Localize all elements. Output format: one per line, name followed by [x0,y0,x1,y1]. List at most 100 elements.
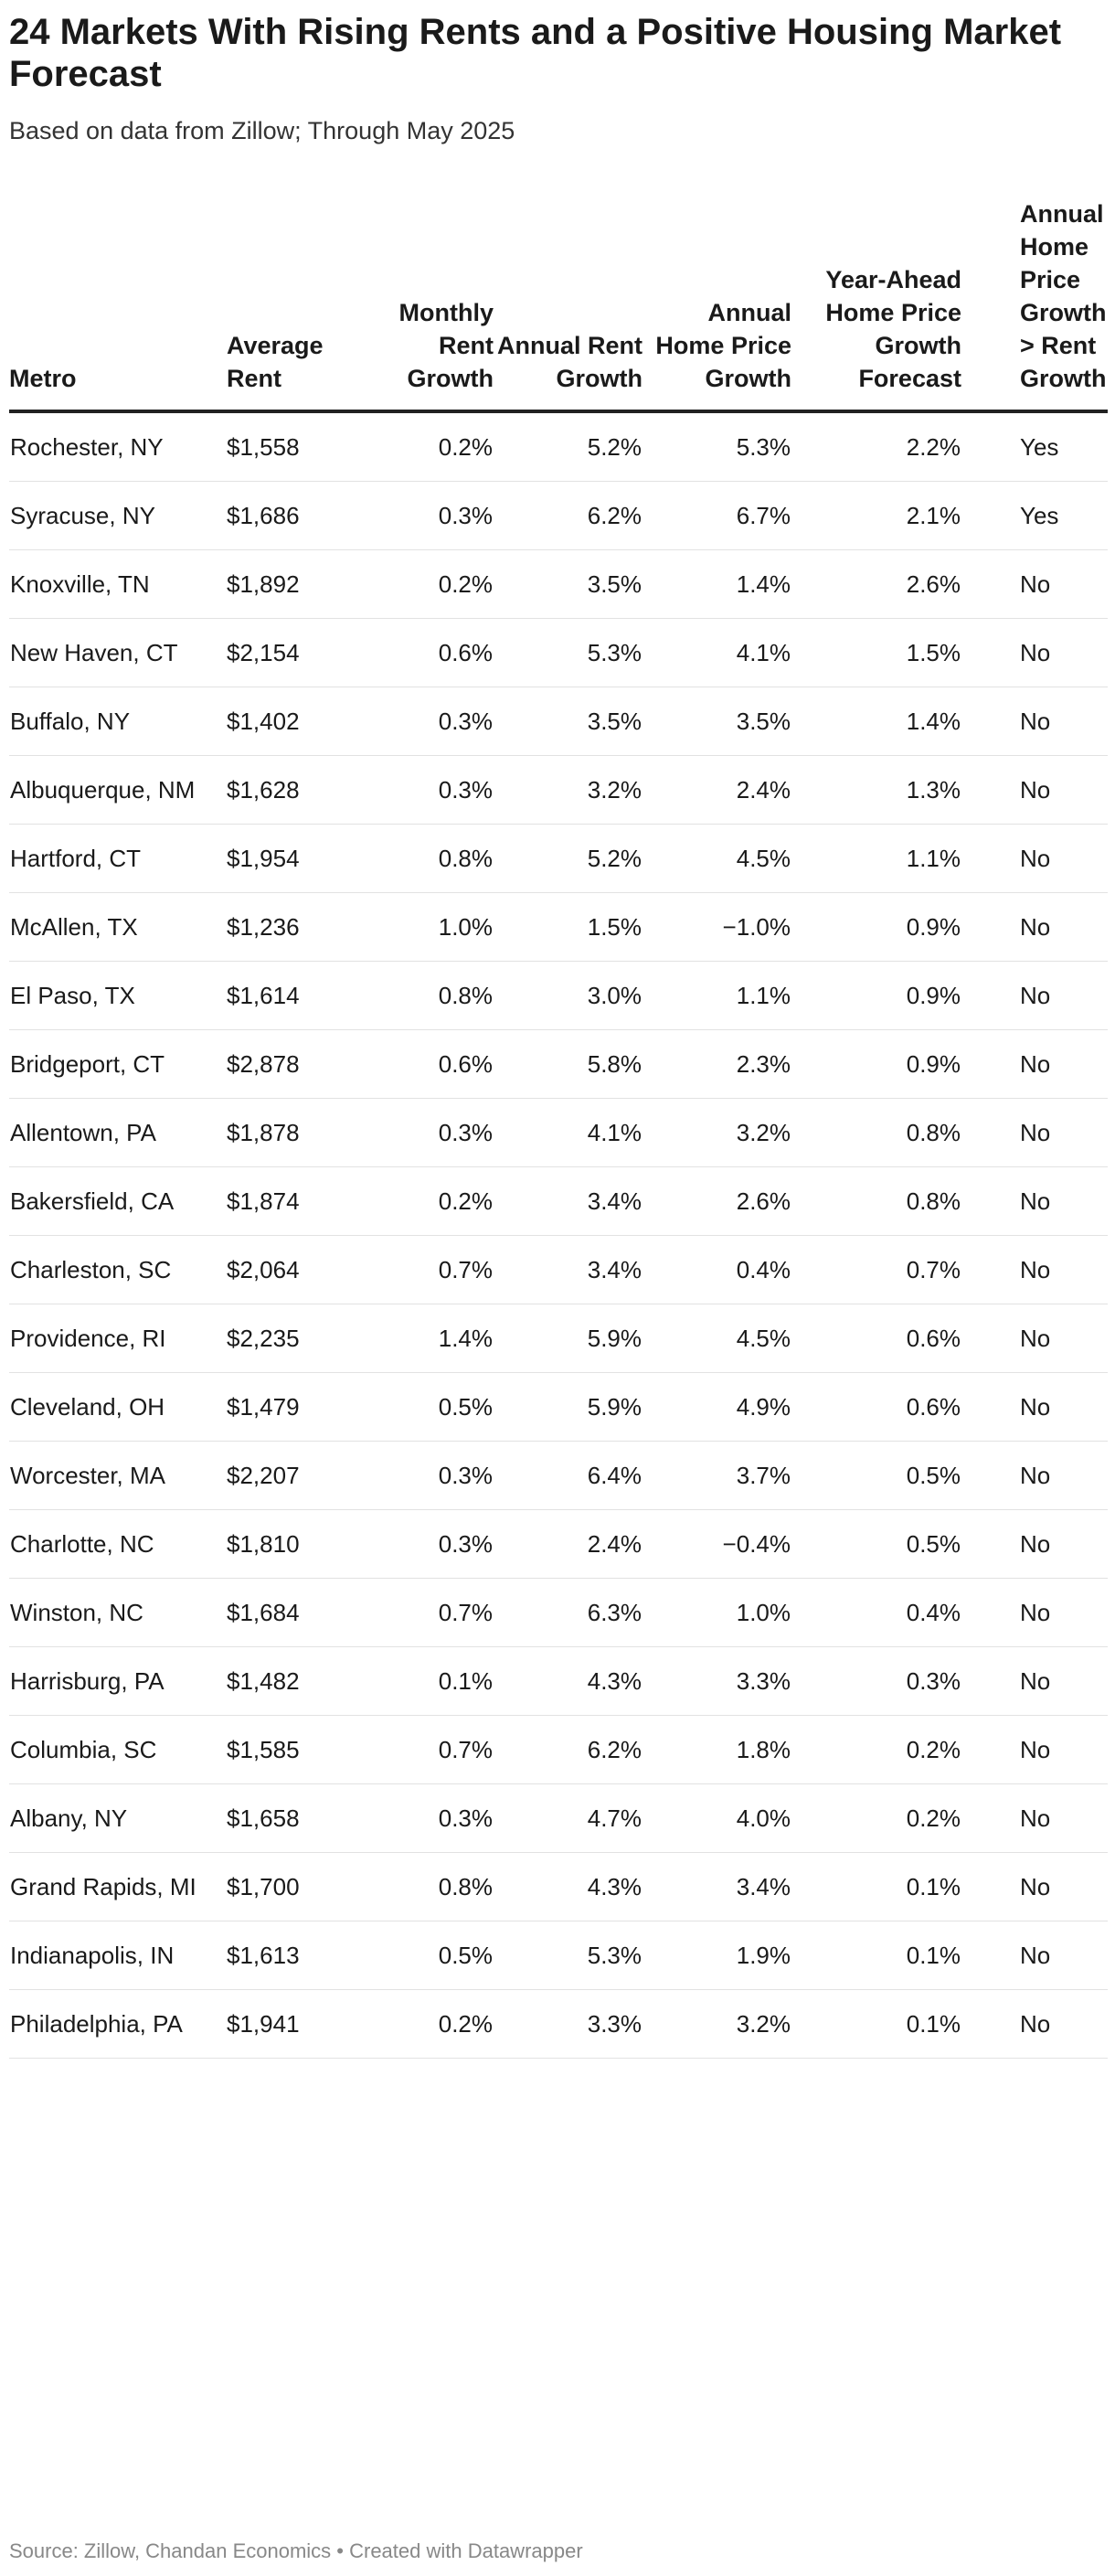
forecast-cell: 0.1% [791,1921,961,1990]
average-rent-cell: $2,064 [218,1235,359,1304]
annual-home-price-growth-cell: 3.3% [642,1646,791,1716]
price-vs-rent-cell: No [961,1166,1108,1236]
metro-cell: Bakersfield, CA [9,1166,218,1236]
annual-rent-growth-cell: 5.9% [494,1372,642,1442]
metro-cell: Worcester, MA [9,1441,218,1510]
monthly-rent-growth-cell: 0.2% [359,411,494,482]
average-rent-cell: $1,585 [218,1715,359,1784]
column-header-metro[interactable]: Metro [9,188,218,413]
average-rent-cell: $2,878 [218,1029,359,1099]
forecast-cell: 0.2% [791,1715,961,1784]
table-row: Worcester, MA $2,207 0.3% 6.4% 3.7% 0.5% No [9,1441,1108,1510]
table-row: Winston, NC $1,684 0.7% 6.3% 1.0% 0.4% No [9,1578,1108,1647]
metro-cell: Allentown, PA [9,1098,218,1167]
table-row: Allentown, PA $1,878 0.3% 4.1% 3.2% 0.8% No [9,1098,1108,1167]
price-vs-rent-cell: No [961,1441,1108,1510]
annual-home-price-growth-cell: 1.8% [642,1715,791,1784]
table-row: Buffalo, NY $1,402 0.3% 3.5% 3.5% 1.4% No [9,687,1108,756]
table-row: Bridgeport, CT $2,878 0.6% 5.8% 2.3% 0.9% No [9,1029,1108,1099]
annual-rent-growth-cell: 3.2% [494,755,642,825]
metro-cell: Bridgeport, CT [9,1029,218,1099]
monthly-rent-growth-cell: 0.6% [359,1029,494,1099]
annual-home-price-growth-cell: 4.1% [642,618,791,687]
metro-cell: Indianapolis, IN [9,1921,218,1990]
metro-cell: Albuquerque, NM [9,755,218,825]
monthly-rent-growth-cell: 1.4% [359,1304,494,1373]
column-header-price-vs-rent[interactable]: Annual Home Price Growth > Rent Growth [961,188,1108,413]
metro-cell: Harrisburg, PA [9,1646,218,1716]
price-vs-rent-cell: No [961,1715,1108,1784]
annual-rent-growth-cell: 4.7% [494,1783,642,1853]
average-rent-cell: $1,686 [218,481,359,550]
average-rent-cell: $2,207 [218,1441,359,1510]
column-header-forecast[interactable]: Year-Ahead Home Price Growth Forecast [791,188,961,413]
annual-rent-growth-cell: 6.2% [494,1715,642,1784]
table-row: Cleveland, OH $1,479 0.5% 5.9% 4.9% 0.6% No [9,1372,1108,1442]
price-vs-rent-cell: No [961,549,1108,619]
table-row: Albuquerque, NM $1,628 0.3% 3.2% 2.4% 1.3% No [9,755,1108,825]
table-row: Albany, NY $1,658 0.3% 4.7% 4.0% 0.2% No [9,1783,1108,1853]
average-rent-cell: $2,154 [218,618,359,687]
average-rent-cell: $1,628 [218,755,359,825]
column-header-annual-rent-growth[interactable]: Annual Rent Growth [494,188,642,413]
price-vs-rent-cell: No [961,1921,1108,1990]
table-row: Indianapolis, IN $1,613 0.5% 5.3% 1.9% 0.1% No [9,1921,1108,1990]
annual-rent-growth-cell: 3.4% [494,1166,642,1236]
average-rent-cell: $1,614 [218,961,359,1030]
price-vs-rent-cell: No [961,1783,1108,1853]
annual-home-price-growth-cell: 4.0% [642,1783,791,1853]
annual-rent-growth-cell: 5.3% [494,1921,642,1990]
table-row: El Paso, TX $1,614 0.8% 3.0% 1.1% 0.9% No [9,961,1108,1030]
column-header-average-rent[interactable]: Average Rent [218,188,359,413]
annual-home-price-growth-cell: 4.5% [642,1304,791,1373]
annual-rent-growth-cell: 6.2% [494,481,642,550]
column-header-annual-home-price-growth[interactable]: Annual Home Price Growth [642,188,791,413]
forecast-cell: 1.5% [791,618,961,687]
annual-rent-growth-cell: 3.5% [494,687,642,756]
metro-cell: Winston, NC [9,1578,218,1647]
data-table: Metro Average Rent Monthly Rent Growth A… [9,188,1108,2059]
price-vs-rent-cell: No [961,824,1108,893]
monthly-rent-growth-cell: 0.8% [359,1852,494,1921]
average-rent-cell: $1,558 [218,411,359,482]
forecast-cell: 1.1% [791,824,961,893]
price-vs-rent-cell: No [961,1304,1108,1373]
metro-cell: Knoxville, TN [9,549,218,619]
monthly-rent-growth-cell: 0.3% [359,1509,494,1579]
metro-cell: Philadelphia, PA [9,1989,218,2059]
price-vs-rent-cell: Yes [961,411,1108,482]
chart-title: 24 Markets With Rising Rents and a Posit… [9,12,1062,94]
forecast-cell: 0.3% [791,1646,961,1716]
metro-cell: Hartford, CT [9,824,218,893]
annual-rent-growth-cell: 1.5% [494,892,642,962]
annual-home-price-growth-cell: 3.2% [642,1098,791,1167]
annual-home-price-growth-cell: 1.0% [642,1578,791,1647]
annual-rent-growth-cell: 4.1% [494,1098,642,1167]
annual-rent-growth-cell: 4.3% [494,1852,642,1921]
monthly-rent-growth-cell: 0.5% [359,1372,494,1442]
average-rent-cell: $1,658 [218,1783,359,1853]
column-header-monthly-rent-growth[interactable]: Monthly Rent Growth [359,188,494,413]
annual-rent-growth-cell: 2.4% [494,1509,642,1579]
forecast-cell: 0.9% [791,961,961,1030]
annual-rent-growth-cell: 5.9% [494,1304,642,1373]
average-rent-cell: $1,878 [218,1098,359,1167]
monthly-rent-growth-cell: 0.3% [359,1783,494,1853]
table-header: Metro Average Rent Monthly Rent Growth A… [9,188,1108,413]
metro-cell: Albany, NY [9,1783,218,1853]
annual-home-price-growth-cell: 2.6% [642,1166,791,1236]
metro-cell: Charlotte, NC [9,1509,218,1579]
source-note: Source: Zillow, Chandan Economics • Crea… [9,2539,583,2562]
monthly-rent-growth-cell: 0.3% [359,755,494,825]
forecast-cell: 0.8% [791,1166,961,1236]
price-vs-rent-cell: No [961,1509,1108,1579]
price-vs-rent-cell: No [961,1029,1108,1099]
metro-cell: Rochester, NY [9,411,218,482]
forecast-cell: 0.2% [791,1783,961,1853]
table-row: Columbia, SC $1,585 0.7% 6.2% 1.8% 0.2% No [9,1715,1108,1784]
metro-cell: New Haven, CT [9,618,218,687]
table-row: Grand Rapids, MI $1,700 0.8% 4.3% 3.4% 0.1% No [9,1852,1108,1921]
annual-rent-growth-cell: 5.3% [494,618,642,687]
metro-cell: Grand Rapids, MI [9,1852,218,1921]
forecast-cell: 0.8% [791,1098,961,1167]
